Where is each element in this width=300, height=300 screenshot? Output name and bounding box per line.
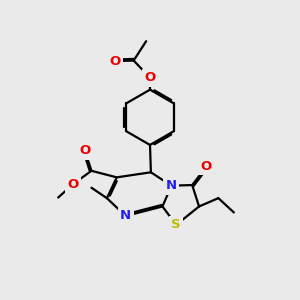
Text: O: O bbox=[79, 144, 91, 157]
Text: N: N bbox=[166, 179, 177, 192]
Text: O: O bbox=[110, 55, 121, 68]
Text: O: O bbox=[144, 71, 156, 84]
Text: S: S bbox=[171, 218, 181, 231]
Text: O: O bbox=[68, 178, 79, 191]
Text: O: O bbox=[110, 55, 121, 68]
Text: O: O bbox=[201, 160, 212, 173]
Text: N: N bbox=[120, 209, 131, 223]
Text: O: O bbox=[144, 71, 156, 84]
